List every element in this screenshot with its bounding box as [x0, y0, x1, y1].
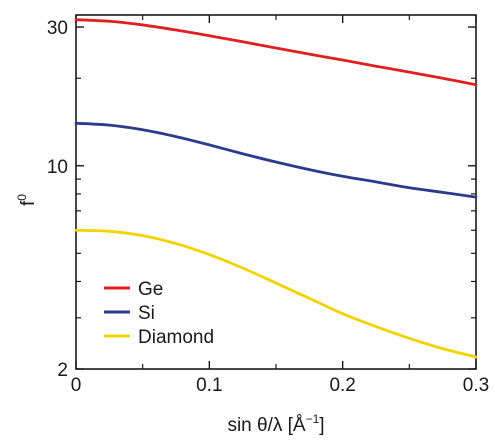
x-tick-label: 0.3	[463, 375, 489, 396]
legend: Ge Si Diamond	[104, 279, 214, 348]
y-tick-label: 10	[47, 157, 68, 178]
series-line-ge	[74, 18, 478, 87]
legend-label-diamond: Diamond	[138, 327, 214, 348]
plot-frame	[75, 14, 477, 370]
x-axis-label: sin θ/λ [Å−1]	[227, 412, 324, 436]
series-line-diamond	[74, 228, 478, 359]
legend-label-ge: Ge	[138, 279, 163, 300]
y-tick-label: 30	[47, 18, 68, 39]
x-tick-label: 0.2	[329, 375, 355, 396]
y-axis-label-main: f	[18, 200, 39, 206]
x-tick-label: 0	[71, 375, 82, 396]
series-layer	[74, 18, 478, 359]
y-axis-label: f0	[15, 194, 39, 206]
x-tick-label: 0.1	[196, 375, 222, 396]
y-axis-label-sup: 0	[15, 194, 29, 201]
x-axis-label-sup: −1	[306, 412, 320, 426]
x-axis-label-end: ]	[319, 415, 324, 436]
legend-label-si: Si	[138, 303, 155, 324]
ticks: 0 0.1 0.2 0.3 2 10 30	[47, 15, 489, 396]
y-tick-label: 2	[57, 360, 68, 381]
x-axis-label-main: sin θ/λ [Å	[227, 415, 305, 436]
series-line-si	[74, 121, 478, 199]
